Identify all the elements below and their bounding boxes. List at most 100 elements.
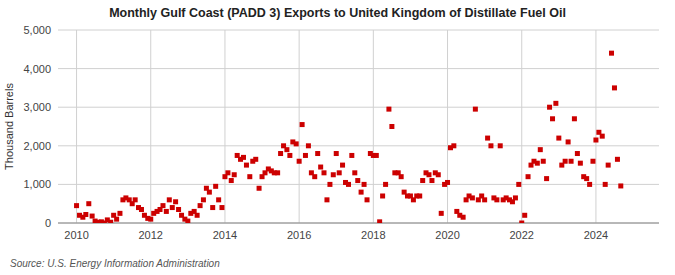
point — [556, 136, 561, 141]
point — [321, 170, 326, 175]
point — [470, 195, 475, 200]
point — [312, 174, 317, 179]
point — [349, 153, 354, 158]
point — [133, 197, 138, 202]
point — [167, 197, 172, 202]
point — [108, 220, 113, 223]
x-grid-line — [373, 30, 374, 223]
point — [365, 197, 370, 202]
point — [383, 182, 388, 187]
point — [300, 122, 305, 127]
x-tick-label: 2010 — [64, 229, 88, 241]
point — [600, 134, 605, 139]
point — [380, 193, 385, 198]
point — [399, 174, 404, 179]
grid — [58, 30, 659, 223]
point — [287, 153, 292, 158]
point — [327, 182, 332, 187]
point — [176, 207, 181, 212]
point — [522, 213, 527, 218]
y-grid-line — [58, 68, 659, 69]
point — [526, 174, 531, 179]
point — [247, 174, 252, 179]
point — [294, 141, 299, 146]
point — [606, 163, 611, 168]
point — [563, 159, 568, 164]
point — [377, 219, 382, 223]
point — [331, 172, 336, 177]
point — [429, 178, 434, 183]
y-grid-line — [58, 107, 659, 108]
point — [541, 159, 546, 164]
point — [139, 207, 144, 212]
point — [362, 182, 367, 187]
point — [485, 136, 490, 141]
point — [74, 203, 79, 208]
x-tick-label: 2018 — [361, 229, 385, 241]
point — [569, 159, 574, 164]
y-tick-label: 2,000 — [23, 140, 51, 152]
point — [566, 139, 571, 144]
point — [386, 107, 391, 112]
point — [213, 184, 218, 189]
point — [473, 107, 478, 112]
point — [603, 182, 608, 187]
point — [337, 170, 342, 175]
point — [494, 197, 499, 202]
point — [86, 201, 91, 206]
point — [324, 197, 329, 202]
x-tick-label: 2012 — [139, 229, 163, 241]
point — [229, 178, 234, 183]
point — [482, 197, 487, 202]
point — [257, 186, 262, 191]
x-grid-line — [299, 30, 300, 223]
point — [173, 199, 178, 204]
point — [584, 176, 589, 181]
point — [355, 178, 360, 183]
points — [74, 51, 623, 223]
point — [334, 151, 339, 156]
x-grid-line — [150, 30, 151, 223]
point — [198, 203, 203, 208]
point — [164, 209, 169, 214]
point — [488, 143, 493, 148]
x-grid-line — [447, 30, 448, 223]
point — [516, 182, 521, 187]
point — [544, 176, 549, 181]
point — [90, 214, 95, 219]
point — [315, 151, 320, 156]
point — [241, 155, 246, 160]
point — [590, 159, 595, 164]
point — [461, 215, 466, 220]
x-grid-line — [76, 30, 77, 223]
point — [519, 221, 524, 224]
x-tick-label: 2016 — [287, 229, 311, 241]
point — [114, 217, 119, 222]
point — [553, 101, 558, 106]
y-tick-label: 0 — [45, 217, 51, 229]
point — [253, 157, 258, 162]
point — [148, 217, 153, 222]
x-tick-label: 2014 — [213, 229, 237, 241]
point — [593, 138, 598, 143]
point — [232, 172, 237, 177]
point — [547, 105, 552, 110]
point — [572, 116, 577, 121]
point — [578, 161, 583, 166]
point — [374, 153, 379, 158]
point — [417, 193, 422, 198]
point — [219, 205, 224, 210]
point — [340, 163, 345, 168]
point — [575, 151, 580, 156]
point — [318, 165, 323, 170]
point — [284, 147, 289, 152]
y-grid-line — [58, 184, 659, 185]
point — [451, 143, 456, 148]
point — [207, 190, 212, 195]
point — [550, 116, 555, 121]
point — [439, 211, 444, 216]
point — [201, 197, 206, 202]
point — [170, 205, 175, 210]
point — [609, 51, 614, 56]
point — [445, 180, 450, 185]
